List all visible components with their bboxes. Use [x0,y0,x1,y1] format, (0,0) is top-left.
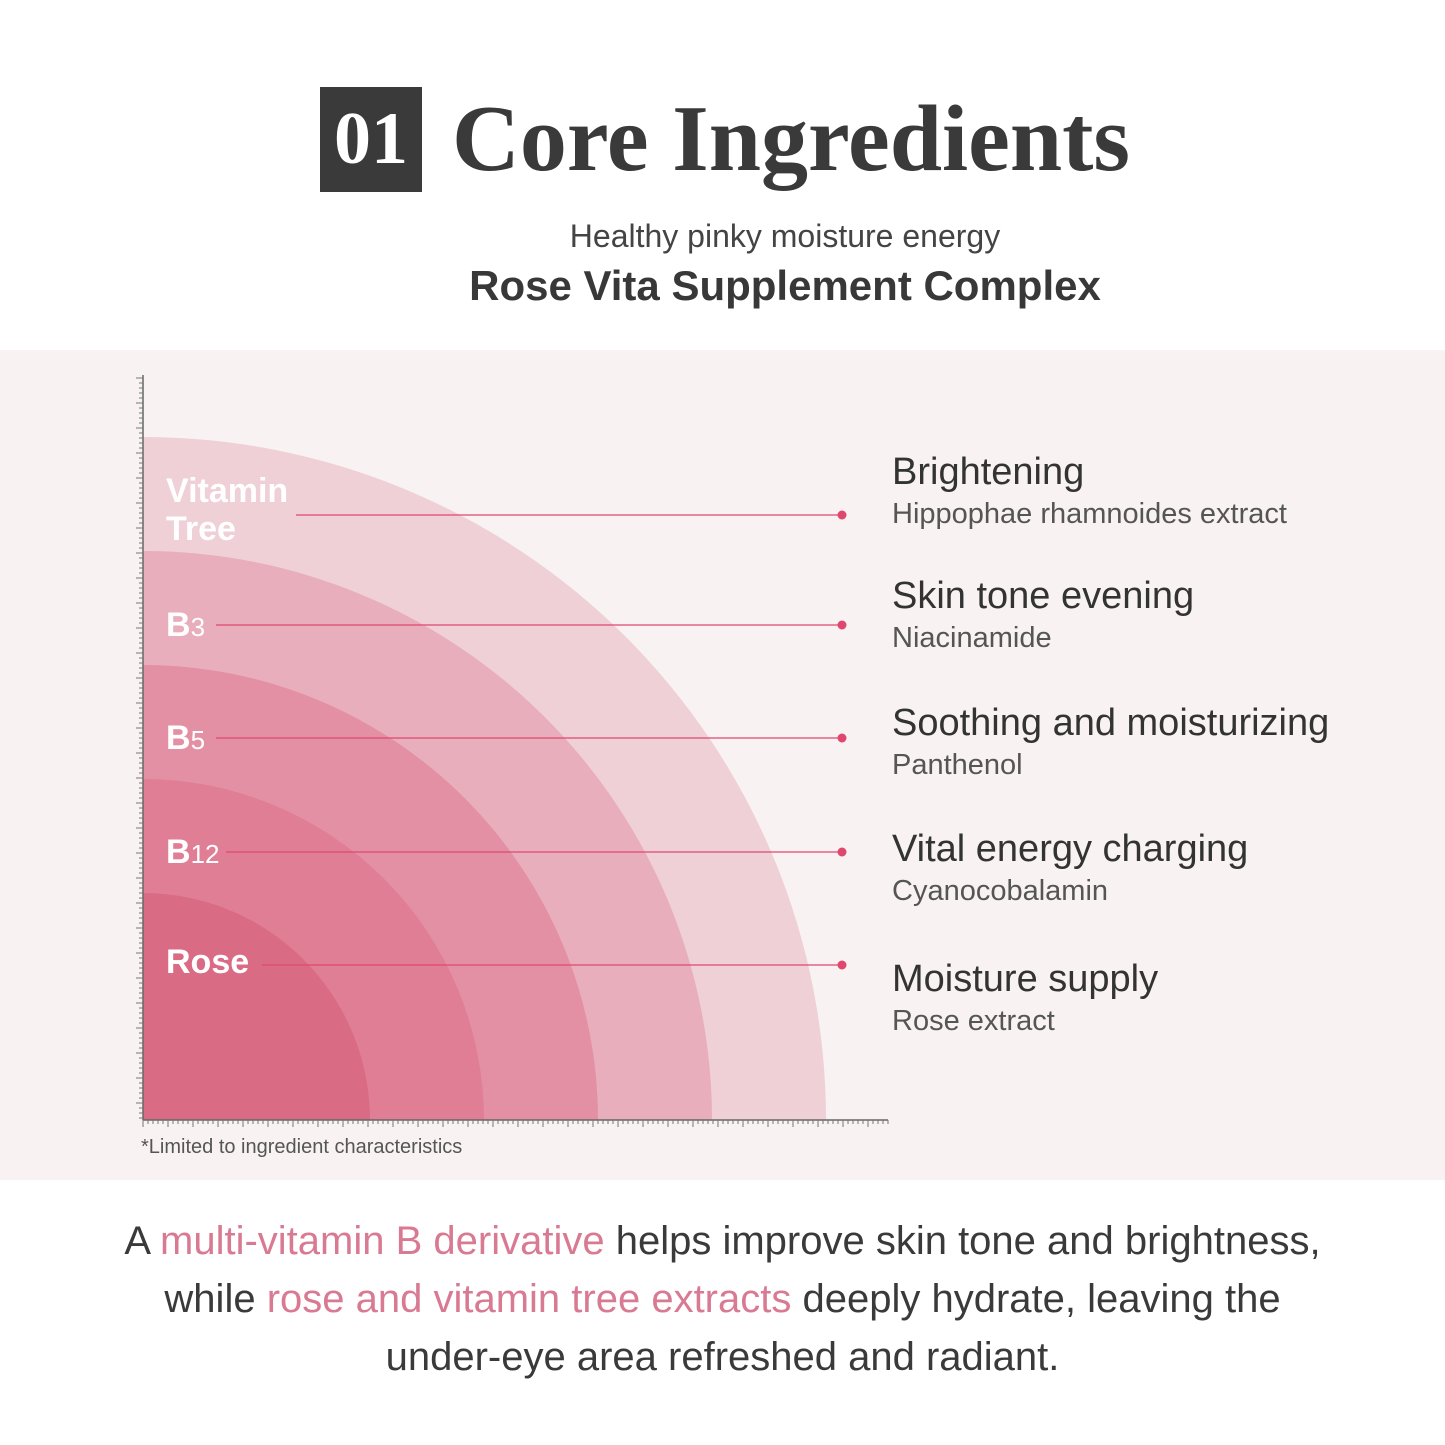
layer-label-line2: Tree [166,510,236,548]
benefit-title: Soothing and moisturizing [892,702,1330,744]
description-text: under-eye area refreshed and radiant. [385,1335,1060,1379]
benefit-title: Brightening [892,451,1085,493]
connector-dot [837,960,847,970]
layer-label-b5: B5 [166,719,205,759]
benefit-brightening: Brightening Hippophae rhamnoides extract [892,450,1287,532]
layer-label-line1: Vitamin [166,472,289,510]
complex-name: Rose Vita Supplement Complex [469,262,1101,309]
layer-label-b3: B3 [166,606,205,646]
connector-dot [837,733,847,743]
benefit-ingredient: Hippophae rhamnoides extract [892,498,1287,530]
page-title: Core Ingredients [452,87,1131,191]
ingredient-layers-diagram [136,375,889,1127]
description-text: helps improve skin tone and brightness, [604,1219,1321,1263]
layer-label-text: B [166,606,191,644]
connector-dot [837,510,847,520]
connector-dot [837,847,847,857]
layer-label-vitamin-tree: Vitamin Tree [166,472,288,548]
layer-label-text: B [166,833,191,871]
benefit-moisture: Moisture supply Rose extract [892,957,1158,1039]
benefit-ingredient: Niacinamide [892,622,1052,654]
description-highlight: rose and vitamin tree extracts [266,1277,792,1321]
layer-label-subscript: 12 [190,839,220,869]
benefit-vital-energy: Vital energy charging Cyanocobalamin [892,827,1248,909]
benefit-ingredient: Panthenol [892,749,1023,781]
connector-dot [837,620,847,630]
section-number-badge: 01 [320,87,422,192]
description-highlight: multi-vitamin B derivative [160,1219,605,1263]
ingredient-diagram-panel: Vitamin Tree B3 B5 B12 Rose Brightening … [0,350,1445,1180]
layer-label-subscript: 5 [190,725,206,755]
layer-label-text: B [166,719,191,757]
benefit-title: Vital energy charging [892,828,1249,870]
benefit-title: Moisture supply [892,958,1159,1000]
layer-arc [143,893,370,1120]
description-text: deeply hydrate, leaving the [791,1277,1281,1321]
benefit-title: Skin tone evening [892,575,1195,617]
benefit-skin-tone: Skin tone evening Niacinamide [892,574,1194,656]
layer-label-rose: Rose [166,943,249,981]
benefit-soothing: Soothing and moisturizing Panthenol [892,701,1329,783]
layer-label-text: Rose [166,943,250,981]
layer-label-b12: B12 [166,833,219,873]
description-text: while [164,1277,267,1321]
description: A multi-vitamin B derivative helps impro… [0,1212,1445,1386]
description-text: A [124,1219,161,1263]
subtitle: Healthy pinky moisture energy [569,218,1001,254]
footnote: *Limited to ingredient characteristics [141,1136,463,1158]
benefit-ingredient: Rose extract [892,1005,1055,1037]
layer-label-subscript: 3 [190,612,206,642]
header: 01 Core Ingredients Healthy pinky moistu… [0,0,1445,350]
benefit-ingredient: Cyanocobalamin [892,875,1109,907]
